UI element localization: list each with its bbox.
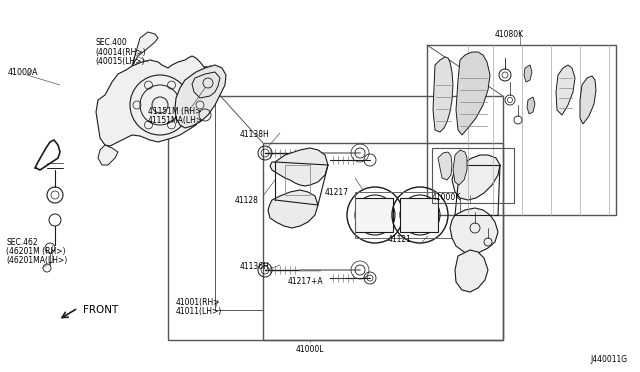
Text: 41136H: 41136H [240,262,270,271]
Polygon shape [450,208,498,255]
Text: (46201M (RH>): (46201M (RH>) [6,247,65,256]
Polygon shape [453,150,467,185]
Polygon shape [433,57,453,132]
Text: SEC.400: SEC.400 [95,38,127,47]
Text: 41000A: 41000A [8,68,38,77]
Polygon shape [527,97,535,114]
Polygon shape [98,145,118,165]
Text: FRONT: FRONT [83,305,118,315]
Text: SEC.462: SEC.462 [6,238,38,247]
Polygon shape [556,65,575,115]
Polygon shape [270,148,328,186]
Polygon shape [438,152,452,180]
Text: (40015(LH>): (40015(LH>) [95,57,145,66]
Bar [400,198,438,232]
Text: 41128: 41128 [235,196,259,205]
Polygon shape [524,65,532,82]
Text: 41000K: 41000K [432,193,461,202]
Polygon shape [192,72,220,98]
Text: 41217+A: 41217+A [288,277,324,286]
Polygon shape [132,32,158,66]
Text: 41121: 41121 [388,235,412,244]
Text: 41000L: 41000L [296,345,324,354]
Polygon shape [580,76,596,124]
Text: J440011G: J440011G [590,355,627,364]
Text: 41080K: 41080K [495,30,524,39]
Bar [432,148,514,203]
Text: 41217: 41217 [325,188,349,197]
Polygon shape [452,155,500,200]
Polygon shape [455,250,488,292]
Polygon shape [268,190,318,228]
Polygon shape [96,56,212,146]
Bar [355,192,460,238]
Text: 41011(LH>): 41011(LH>) [176,307,222,316]
Bar [355,198,393,232]
Text: 41151M (RH>: 41151M (RH> [148,107,202,116]
Text: 41138H: 41138H [240,130,269,139]
Bar [427,45,616,215]
Bar [263,143,503,340]
Text: 41001(RH>: 41001(RH> [176,298,221,307]
Text: (40014(RH>): (40014(RH>) [95,48,146,57]
Polygon shape [456,52,490,135]
Polygon shape [175,65,226,128]
Text: 41151MA(LH>: 41151MA(LH> [148,116,203,125]
Text: (46201MA(LH>): (46201MA(LH>) [6,256,67,265]
Bar [168,96,503,340]
